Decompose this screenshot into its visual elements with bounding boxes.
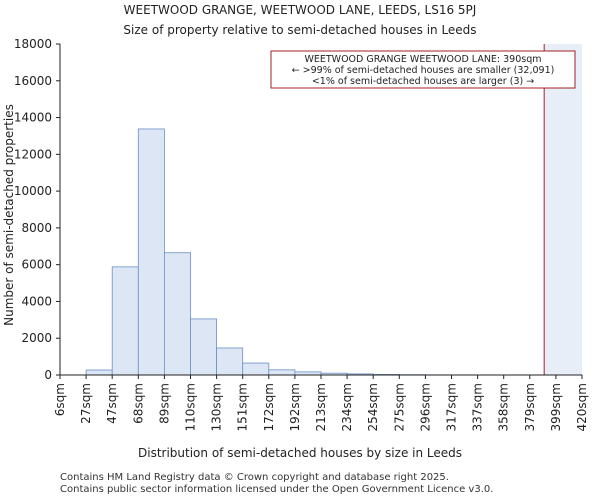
annotation-line-1: WEETWOOD GRANGE WEETWOOD LANE: 390sqm [304, 54, 541, 65]
x-tick-label: 358sqm [497, 383, 511, 431]
y-tick-label: 12000 [14, 147, 52, 161]
y-axis-label: Number of semi-detached properties [2, 104, 16, 326]
y-tick-label: 4000 [21, 294, 52, 308]
x-tick-label: 254sqm [366, 383, 380, 431]
y-tick-label: 10000 [14, 184, 52, 198]
x-tick-label: 6sqm [53, 383, 67, 416]
x-tick-label: 399sqm [549, 383, 563, 431]
chart-title: WEETWOOD GRANGE, WEETWOOD LANE, LEEDS, L… [124, 3, 477, 17]
bar-27sqm [85, 369, 113, 376]
bar-110sqm [190, 318, 218, 376]
y-ticks-group: 0 2000 4000 6000 8000 10000 12000 14000 16000 180… [14, 37, 60, 382]
x-tick-label: 27sqm [79, 383, 93, 424]
bars-group [85, 128, 583, 376]
x-tick-label: 151sqm [236, 383, 250, 431]
x-tick-label: 47sqm [105, 383, 119, 424]
x-tick-label: 296sqm [418, 383, 432, 431]
x-tick-label: 192sqm [288, 383, 302, 431]
bar-68sqm [137, 128, 165, 376]
y-tick-label: 14000 [14, 111, 52, 125]
footer-line-2: Contains public sector information licen… [60, 484, 494, 495]
annotation-box: WEETWOOD GRANGE WEETWOOD LANE: 390sqm ← … [270, 50, 576, 89]
y-tick-label: 18000 [14, 37, 52, 51]
x-tick-label: 379sqm [523, 383, 537, 431]
bar-151sqm [242, 362, 270, 376]
x-tick-label: 275sqm [392, 383, 406, 431]
x-tick-label: 89sqm [157, 383, 171, 424]
y-tick-label: 2000 [21, 331, 52, 345]
bar-47sqm [111, 266, 139, 376]
x-tick-label: 110sqm [184, 383, 198, 431]
x-ticks-group: 6sqm 27sqm 47sqm 68sqm 89sqm 110sqm 130sqm 151s… [53, 375, 589, 431]
annotation-border [270, 50, 576, 89]
x-axis-label: Distribution of semi-detached houses by … [138, 446, 462, 460]
x-tick-label: 337sqm [471, 383, 485, 431]
x-tick-label: 68sqm [131, 383, 145, 424]
x-tick-label: 317sqm [445, 383, 459, 431]
chart-subtitle: Size of property relative to semi-detach… [123, 23, 476, 37]
y-tick-label: 0 [44, 368, 52, 382]
bar-172sqm [268, 369, 296, 376]
x-tick-label: 130sqm [210, 383, 224, 431]
annotation-line-2: ← >99% of semi-detached houses are small… [292, 65, 555, 76]
bar-130sqm [216, 347, 244, 376]
annotation-line-3: <1% of semi-detached houses are larger (… [312, 76, 534, 87]
x-tick-label: 234sqm [340, 383, 354, 431]
footer-line-1: Contains HM Land Registry data © Crown c… [60, 472, 449, 483]
y-tick-label: 8000 [21, 221, 52, 235]
x-tick-label: 213sqm [314, 383, 328, 431]
y-tick-label: 16000 [14, 74, 52, 88]
highlight-rect [544, 44, 582, 375]
y-tick-label: 6000 [21, 258, 52, 272]
highlight-region [544, 44, 582, 375]
bar-89sqm [163, 252, 191, 376]
x-tick-label: 420sqm [575, 383, 589, 431]
x-tick-label: 172sqm [262, 383, 276, 431]
